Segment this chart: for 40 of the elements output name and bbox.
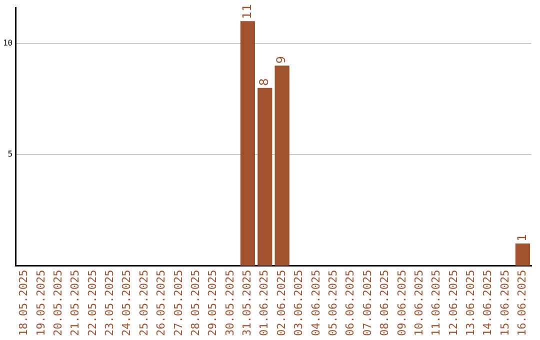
x-tick-label: 12.06.2025 — [446, 270, 460, 336]
x-tick-label: 19.05.2025 — [34, 270, 48, 336]
x-tick-label: 13.06.2025 — [464, 270, 478, 336]
bar — [258, 88, 272, 266]
y-tick-label: 10 — [2, 38, 13, 48]
x-tick-label: 01.06.2025 — [258, 270, 271, 336]
bar — [274, 66, 290, 266]
x-tick-label: 15.06.2025 — [498, 270, 512, 336]
x-tick-label: 02.06.2025 — [274, 270, 288, 336]
x-tick-label: 18.05.2025 — [17, 270, 30, 336]
data-label: 9 — [274, 56, 288, 64]
x-tick-label: 03.06.2025 — [292, 270, 306, 336]
x-tick-label: 04.06.2025 — [309, 270, 322, 336]
x-tick-label: 31.05.2025 — [240, 270, 254, 336]
x-tick-label: 05.06.2025 — [326, 270, 340, 336]
x-tick-label: 23.05.2025 — [103, 270, 116, 336]
data-label: 1 — [514, 234, 529, 242]
x-tick-label: 08.06.2025 — [378, 270, 392, 336]
x-tick-label: 16.06.2025 — [516, 270, 529, 336]
x-tick-label: 29.05.2025 — [206, 270, 220, 336]
x-tick-label: 27.05.2025 — [172, 270, 185, 336]
x-tick-label: 07.06.2025 — [360, 270, 374, 336]
x-tick-label: 28.05.2025 — [188, 270, 202, 336]
x-tick-label: 22.05.2025 — [86, 270, 99, 336]
x-tick-label: 14.06.2025 — [481, 270, 494, 336]
x-tick-label: 21.05.2025 — [68, 270, 82, 336]
x-tick-label: 25.05.2025 — [137, 270, 150, 336]
bar — [515, 244, 530, 266]
x-tick-label: 09.06.2025 — [395, 270, 408, 336]
y-tick-label: 5 — [8, 150, 13, 159]
x-tick-label: 24.05.2025 — [120, 270, 134, 336]
data-label: 11 — [240, 4, 254, 20]
data-label: 8 — [257, 78, 272, 86]
x-tick-label: 06.06.2025 — [344, 270, 357, 336]
x-tick-label: 30.05.2025 — [223, 270, 236, 336]
x-tick-label: 11.06.2025 — [430, 270, 443, 336]
x-tick-label: 20.05.2025 — [51, 270, 64, 336]
bar — [240, 21, 255, 266]
x-tick-label: 26.05.2025 — [154, 270, 168, 336]
x-tick-label: 10.06.2025 — [412, 270, 426, 336]
